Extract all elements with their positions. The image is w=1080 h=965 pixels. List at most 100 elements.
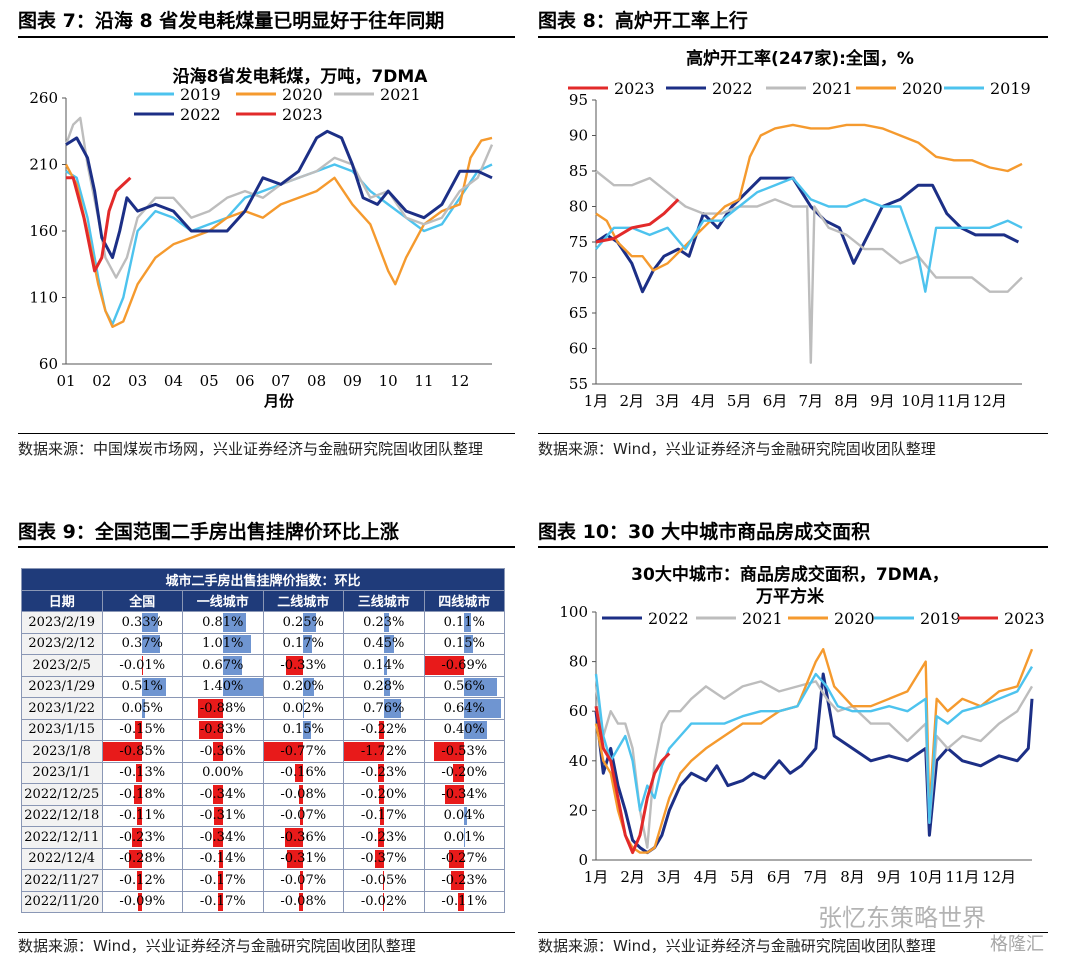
negative-bar — [135, 720, 143, 739]
negative-bar — [213, 806, 223, 825]
table-cell: -1.72% — [343, 740, 425, 763]
negative-bar — [284, 828, 304, 847]
y-tick-label: 210 — [29, 156, 58, 174]
figure8-top-rule — [538, 36, 1048, 38]
positive-bar — [464, 720, 488, 739]
cell-value: -0.31% — [280, 851, 327, 867]
table-cell: -0.83% — [182, 718, 264, 741]
table-cell: 0.15% — [423, 632, 505, 655]
table-row: 2022/11/27 -0.12% -0.17% -0.07% -0.05% -0.23% — [21, 869, 505, 892]
y-tick-label: 100 — [559, 603, 588, 621]
cell-value: -0.20% — [441, 765, 488, 781]
table-date-cell: 2023/1/22 — [21, 697, 103, 720]
table-cell: 0.64% — [423, 697, 505, 720]
positive-bar — [383, 634, 395, 653]
table-date-cell: 2023/1/15 — [21, 718, 103, 741]
figure10-source: 数据来源：Wind，兴业证券经济与金融研究院固收团队整理 — [538, 937, 936, 955]
cell-value: -0.23% — [360, 829, 407, 845]
table-cell: -0.34% — [182, 783, 264, 806]
cell-value: -0.22% — [360, 722, 407, 738]
figure8-bottom-rule — [538, 433, 1048, 434]
x-tick-label: 04 — [164, 372, 183, 390]
x-tick-label: 07 — [271, 372, 290, 390]
x-tick-label: 3月 — [657, 868, 682, 886]
figure7-source: 数据来源：中国煤炭市场网，兴业证券经济与金融研究院固收团队整理 — [18, 440, 484, 458]
x-tick-label: 05 — [200, 372, 219, 390]
cell-value: -0.05% — [360, 872, 407, 888]
cell-value: -0.20% — [360, 786, 407, 802]
table-cell: -0.31% — [262, 847, 344, 870]
table-row: 2023/1/22 0.05% -0.88% 0.02% 0.76% 0.64% — [21, 697, 505, 720]
negative-bar — [448, 849, 465, 868]
watermark-text: 张忆东策略世界 — [818, 904, 986, 932]
negative-bar — [299, 785, 304, 804]
x-tick-label: 5月 — [727, 392, 752, 410]
series-line-2023 — [595, 198, 680, 244]
chart-title: 万平方米 — [755, 586, 825, 607]
table-date-cell: 2023/2/5 — [21, 654, 103, 677]
cell-value: -0.15% — [119, 722, 166, 738]
y-tick-label: 160 — [29, 222, 58, 240]
cell-value: -0.88% — [199, 700, 246, 716]
table-date-cell: 2023/1/8 — [21, 740, 103, 763]
cell-value: 0.25% — [282, 614, 324, 630]
figure9-source: 数据来源：Wind，兴业证券经济与金融研究院固收团队整理 — [18, 937, 416, 955]
table-cell: -0.05% — [343, 869, 425, 892]
cell-value: 0.23% — [363, 614, 405, 630]
x-tick-label: 06 — [235, 372, 254, 390]
table-cell: 0.17% — [262, 632, 344, 655]
table-cell: -0.02% — [343, 890, 425, 913]
cell-value: -0.31% — [199, 808, 246, 824]
table-cell: -0.11% — [423, 890, 505, 913]
table-cell: -0.16% — [262, 761, 344, 784]
legend-label-2022: 2022 — [648, 609, 689, 628]
table-date-cell: 2022/12/4 — [21, 847, 103, 870]
table-cell: -0.27% — [423, 847, 505, 870]
negative-bar — [137, 806, 143, 825]
x-tick-label: 09 — [343, 372, 362, 390]
cell-value: -0.07% — [280, 808, 327, 824]
cell-value: 0.51% — [121, 679, 163, 695]
negative-bar — [213, 828, 223, 847]
positive-bar — [383, 699, 402, 718]
legend-label-2021: 2021 — [742, 609, 783, 628]
table-date-cell: 2022/11/27 — [21, 869, 103, 892]
negative-bar — [299, 806, 304, 825]
series-line-2021 — [64, 116, 494, 279]
cell-value: 0.76% — [363, 700, 405, 716]
positive-bar — [383, 677, 391, 696]
figure9-bottom-rule — [18, 932, 515, 933]
legend-label-2022: 2022 — [180, 105, 221, 124]
x-tick-label: 9月 — [870, 392, 895, 410]
legend-label-2019: 2019 — [180, 85, 221, 104]
table-cell: -0.34% — [182, 826, 264, 849]
cell-value: -0.23% — [119, 829, 166, 845]
table-row: 2022/12/11 -0.23% -0.34% -0.36% -0.23% 0.01% — [21, 826, 505, 849]
table-row: 2023/1/15 -0.15% -0.83% 0.15% -0.22% 0.40% — [21, 718, 505, 741]
series-line-2021 — [595, 170, 1023, 364]
table-cell: -0.09% — [101, 890, 183, 913]
series-line-2019 — [595, 176, 1023, 293]
cell-value: 0.17% — [282, 636, 324, 652]
table-cell: -0.17% — [182, 890, 264, 913]
cell-value: 0.37% — [121, 636, 163, 652]
blast-furnace-chart: 高炉开工率(247家):全国，% 55 60 65 70 75 80 85 90 95 1月 2月 3月… — [568, 48, 1031, 410]
legend-label-2020: 2020 — [834, 609, 875, 628]
table-row: 2022/12/4 -0.28% -0.14% -0.31% -0.37% -0.27% — [21, 847, 505, 870]
negative-bar — [133, 785, 143, 804]
table-cell: 0.76% — [343, 697, 425, 720]
negative-bar — [197, 699, 223, 718]
y-tick-label: 85 — [569, 162, 588, 180]
series-line-2020 — [64, 136, 493, 328]
table-cell: -0.77% — [262, 740, 344, 763]
cell-value: 0.67% — [202, 657, 244, 673]
x-tick-label: 02 — [92, 372, 111, 390]
x-tick-label: 11 — [414, 372, 433, 390]
negative-bar — [378, 720, 384, 739]
table-cell: -0.28% — [101, 847, 183, 870]
negative-bar — [218, 849, 223, 868]
table-row: 2022/12/18 -0.11% -0.31% -0.07% -0.17% 0.04% — [21, 804, 505, 827]
negative-bar — [102, 742, 143, 761]
table-date-cell: 2022/12/25 — [21, 783, 103, 806]
y-tick-label: 70 — [569, 269, 588, 287]
